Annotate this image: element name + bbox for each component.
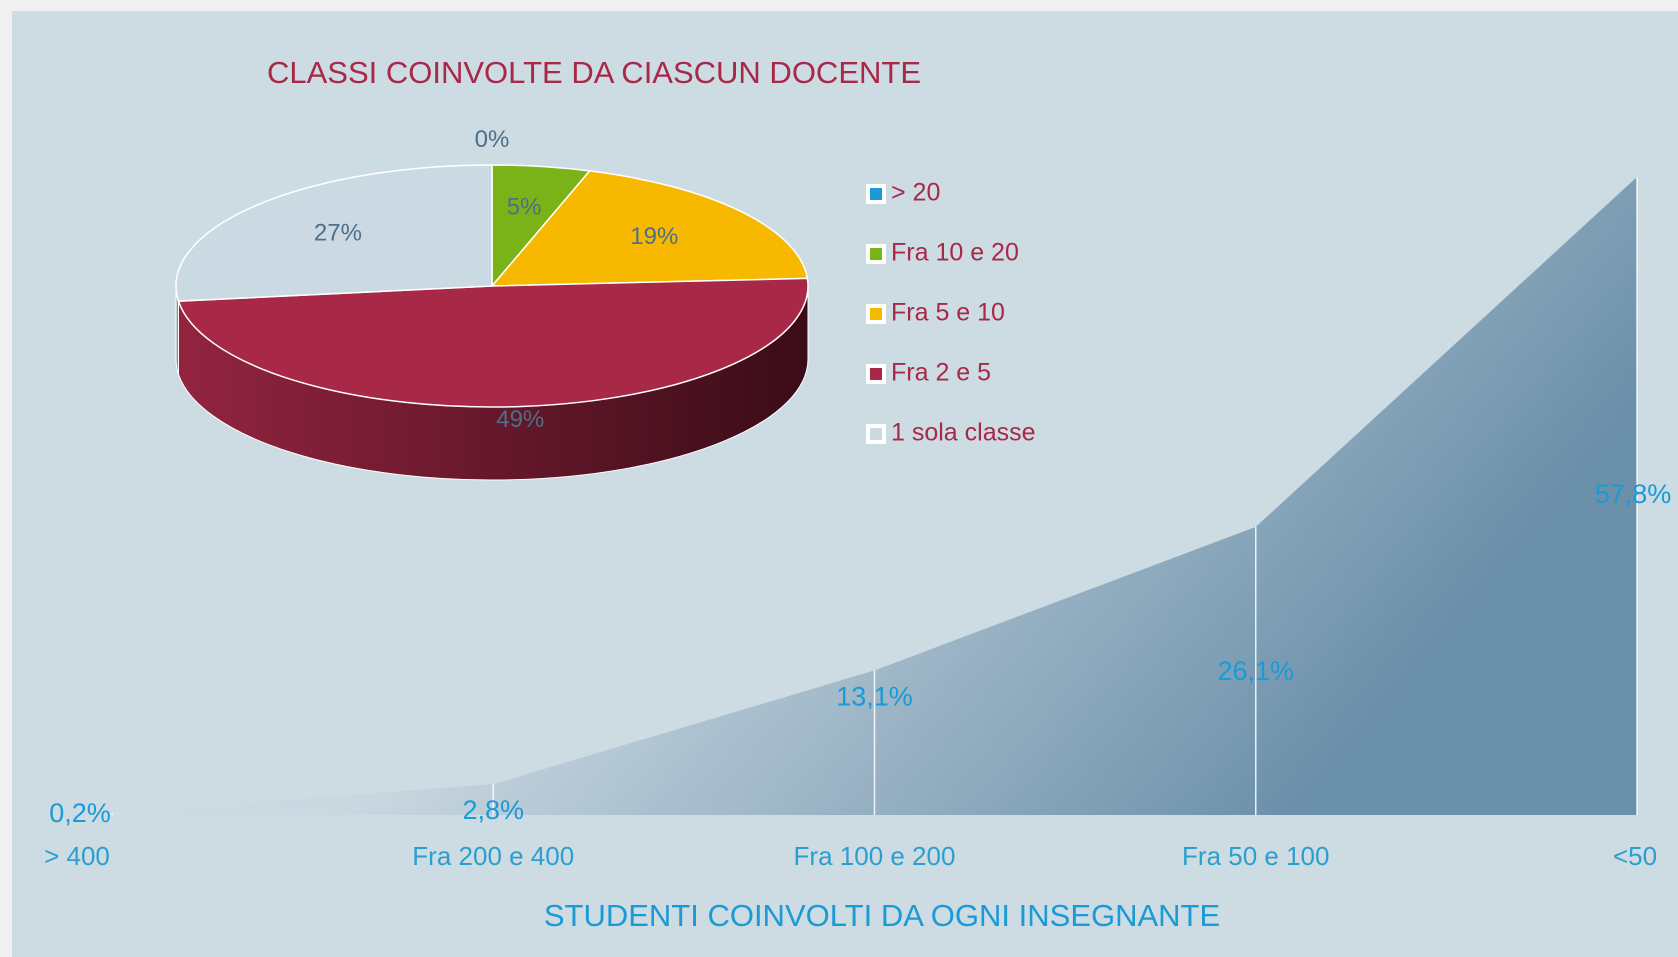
x-tick-label: Fra 50 e 100: [1182, 841, 1329, 871]
x-tick-label: Fra 100 e 200: [794, 841, 956, 871]
area-value-label: 13,1%: [836, 682, 913, 712]
pie-value-label: 0%: [475, 126, 510, 153]
legend-swatch: [870, 308, 882, 320]
pie-value-label: 49%: [496, 406, 544, 433]
pie-slice: [175, 164, 493, 302]
pie-slice: [177, 277, 809, 408]
legend-swatch: [870, 248, 882, 260]
legend-label: 1 sola classe: [891, 419, 1036, 447]
pie-value-label: 19%: [630, 223, 678, 250]
area-value-label: 26,1%: [1217, 656, 1294, 686]
legend-label: Fra 2 e 5: [891, 359, 991, 387]
legend-swatch: [870, 428, 882, 440]
legend-label: Fra 5 e 10: [891, 299, 1005, 327]
legend-label: > 20: [891, 179, 940, 207]
legend-swatch: [870, 368, 882, 380]
pie-title: CLASSI COINVOLTE DA CIASCUN DOCENTE: [267, 55, 921, 90]
area-value-label: 2,8%: [462, 795, 524, 825]
legend-swatch: [870, 188, 882, 200]
area-value-label: 0,2%: [49, 798, 111, 828]
legend-label: Fra 10 e 20: [891, 239, 1019, 267]
x-tick-label: <50: [1613, 841, 1657, 871]
x-tick-label: Fra 200 e 400: [412, 841, 574, 871]
x-tick-label: > 400: [44, 841, 110, 871]
area-title: STUDENTI COINVOLTI DA OGNI INSEGNANTE: [544, 898, 1220, 933]
pie-value-label: 27%: [314, 219, 362, 246]
pie-value-label: 5%: [507, 194, 542, 221]
area-value-label: 57,8%: [1595, 479, 1672, 509]
pie-slice: [490, 170, 809, 287]
